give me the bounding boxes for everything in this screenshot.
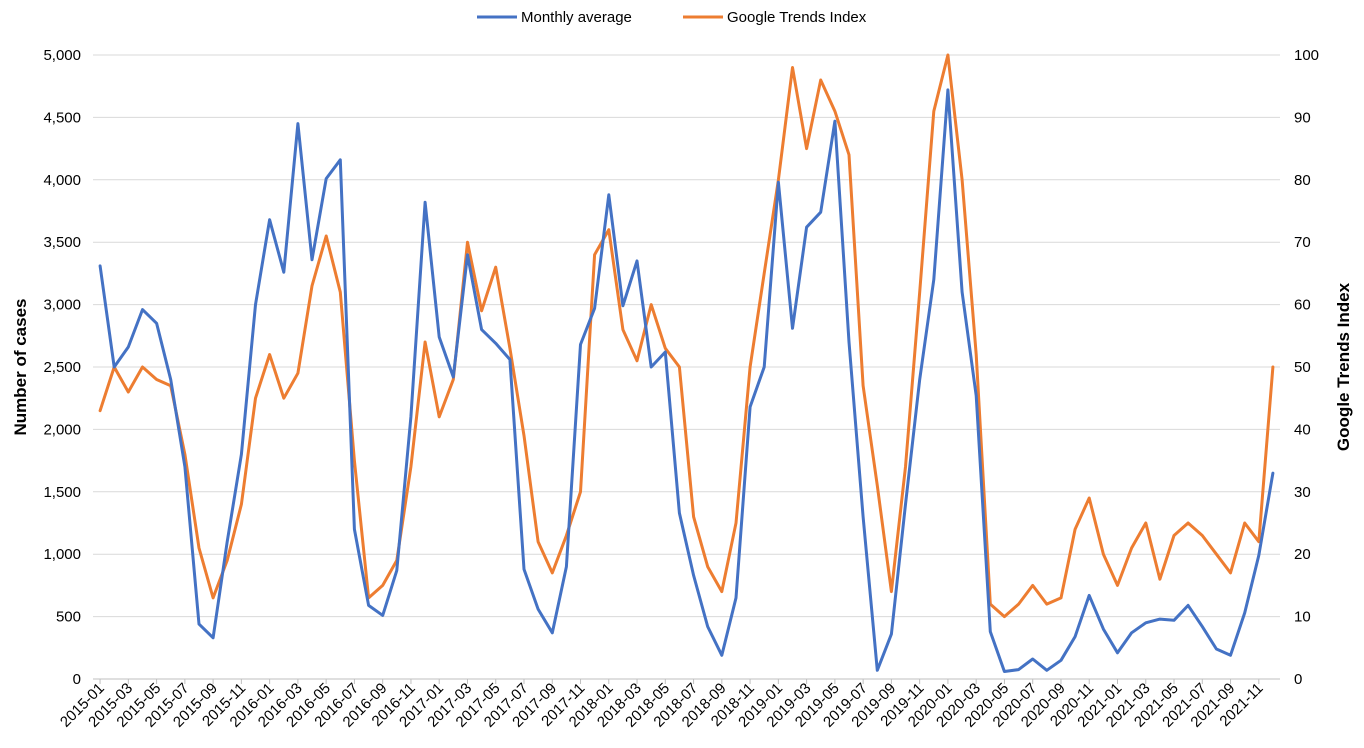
gridlines	[93, 54, 1280, 680]
y-tick-label: 500	[56, 609, 81, 626]
y-axis-title: Number of cases	[11, 299, 30, 436]
x-axis: 2015-012015-032015-052015-072015-092015-…	[57, 678, 1280, 731]
y-tick-label: 5,000	[43, 47, 81, 64]
series-layer	[98, 53, 1275, 673]
y-tick-label: 0	[73, 671, 81, 688]
y2-tick-label: 10	[1294, 609, 1311, 626]
y2-axis-title: Google Trends Index	[1334, 282, 1353, 451]
y2-tick-label: 100	[1294, 47, 1319, 64]
y-tick-label: 3,000	[43, 297, 81, 314]
y-tick-label: 4,000	[43, 172, 81, 189]
y-tick-label: 4,500	[43, 109, 81, 126]
y-tick-label: 1,000	[43, 546, 81, 563]
y2-tick-label: 60	[1294, 297, 1311, 314]
legend: Monthly average Google Trends Index	[477, 9, 867, 26]
legend-label-monthly-average: Monthly average	[521, 9, 632, 26]
y-tick-label: 1,500	[43, 484, 81, 501]
y2-tick-label: 90	[1294, 109, 1311, 126]
y-tick-label: 2,000	[43, 421, 81, 438]
y2-tick-label: 30	[1294, 484, 1311, 501]
right-y-axis: 0 10 20 30 40 50 60 70 80 90 100	[1294, 47, 1319, 688]
y2-tick-label: 20	[1294, 546, 1311, 563]
series-line-google-trends-index	[98, 53, 1275, 619]
series-line-monthly-average	[98, 88, 1275, 673]
y-tick-label: 3,500	[43, 234, 81, 251]
y2-tick-label: 70	[1294, 234, 1311, 251]
y2-tick-label: 50	[1294, 359, 1311, 376]
y-tick-label: 2,500	[43, 359, 81, 376]
y2-tick-label: 40	[1294, 421, 1311, 438]
y2-tick-label: 80	[1294, 172, 1311, 189]
legend-label-google-trends-index: Google Trends Index	[727, 9, 867, 26]
y2-tick-label: 0	[1294, 671, 1302, 688]
left-y-axis: 0 500 1,000 1,500 2,000 2,500 3,000 3,500 4,000 4…	[43, 47, 81, 688]
